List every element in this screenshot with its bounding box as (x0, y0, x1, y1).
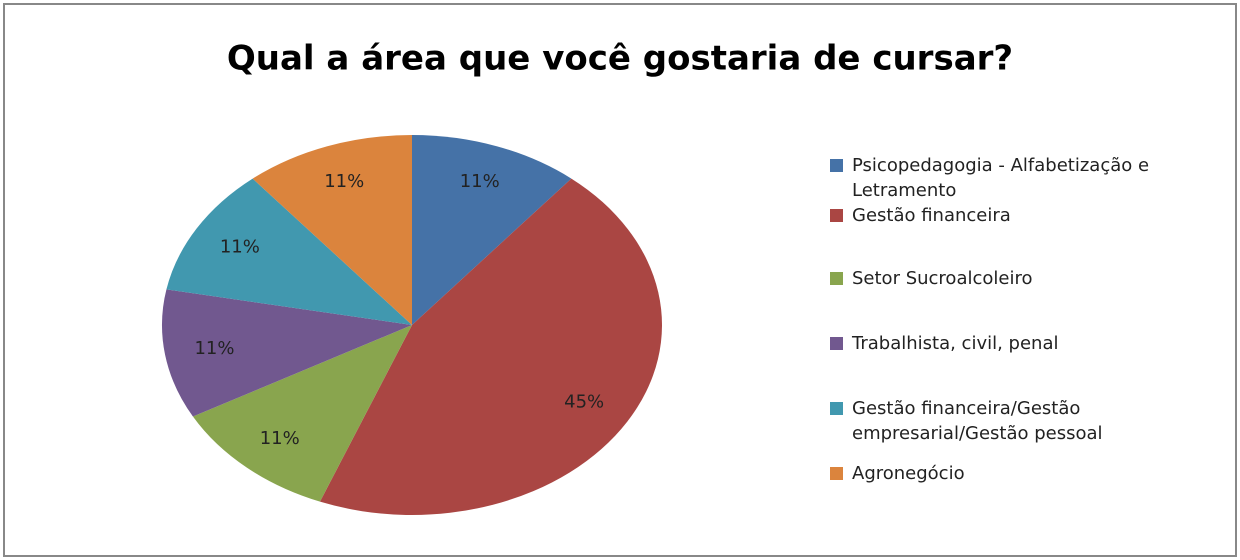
pie-slice (412, 135, 572, 325)
legend-label: Setor Sucroalcoleiro (852, 268, 1033, 289)
legend-label: Trabalhista, civil, penal (852, 333, 1059, 354)
pie-slice (192, 325, 412, 502)
legend-swatch (830, 159, 843, 172)
legend-label: Gestão financeira (852, 205, 1011, 226)
legend-swatch (830, 337, 843, 350)
data-label: 11% (324, 171, 364, 192)
legend-swatch (830, 402, 843, 415)
legend-swatch (830, 209, 843, 222)
pie-slice (319, 178, 663, 515)
chart-title: Qual a área que você gostaria de cursar? (227, 39, 1013, 79)
data-label: 11% (460, 171, 500, 192)
legend-swatch (830, 272, 843, 285)
data-label: 11% (260, 428, 300, 449)
data-label: 11% (194, 338, 234, 359)
pie-slice (252, 135, 412, 325)
legend-label: Gestão financeira/Gestão empresarial/Ges… (852, 398, 1103, 444)
pie-slice (162, 289, 412, 417)
legend-label: Psicopedagogia - Alfabetização e Letrame… (852, 155, 1150, 201)
data-label: 11% (220, 237, 260, 258)
legend-label: Agronegócio (852, 463, 965, 484)
data-label: 45% (564, 391, 604, 412)
pie-slice (166, 178, 412, 325)
legend-swatch (830, 467, 843, 480)
